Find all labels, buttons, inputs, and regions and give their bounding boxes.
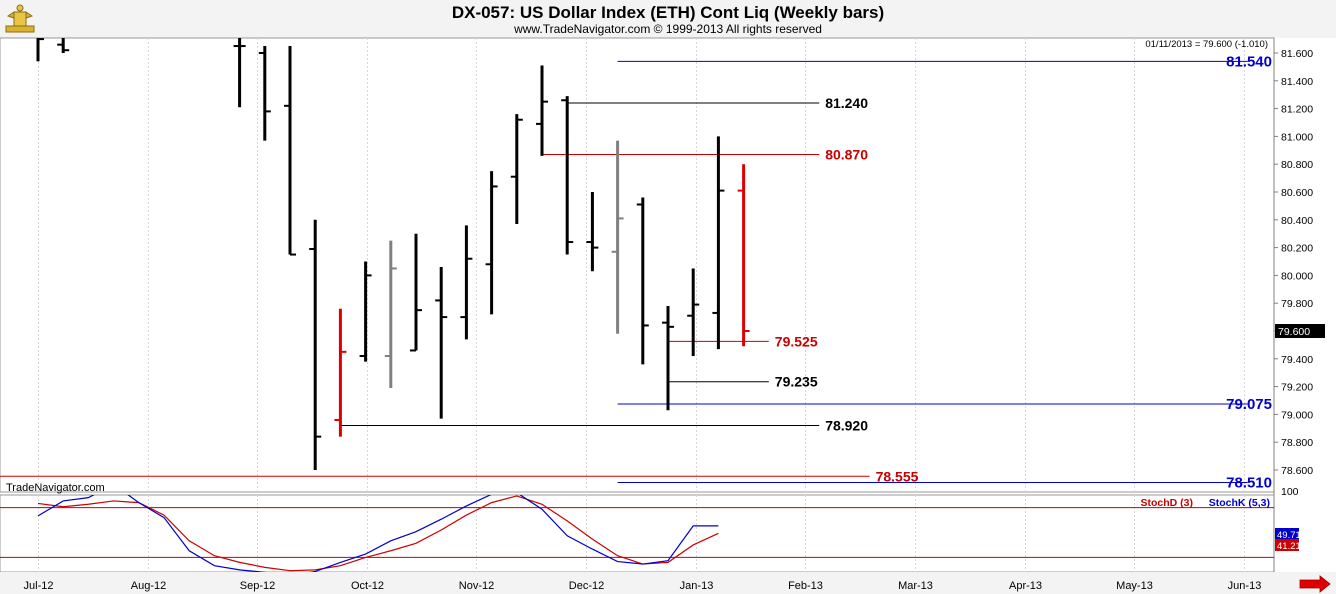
level-label: 78.510 <box>1226 475 1272 492</box>
watermark: TradeNavigator.com <box>6 482 105 494</box>
stoch-y-tick-label: 100 <box>1281 486 1299 498</box>
y-tick-label: 79.000 <box>1281 409 1313 421</box>
stoch-series-line <box>37 495 719 572</box>
y-tick-label: 80.000 <box>1281 270 1313 282</box>
y-tick-label: 78.800 <box>1281 437 1313 449</box>
x-tick-label: Sep-12 <box>240 580 275 592</box>
current-price-tag-label: 79.600 <box>1278 326 1310 338</box>
y-tick-label: 80.800 <box>1281 159 1313 171</box>
x-tick-label: Apr-13 <box>1009 580 1042 592</box>
scroll-right-arrow-icon[interactable] <box>1299 575 1331 593</box>
stoch-k-tag <box>1275 528 1299 540</box>
x-tick-label: Feb-13 <box>788 580 823 592</box>
y-tick-label: 80.400 <box>1281 215 1313 227</box>
level-label: 78.555 <box>876 468 919 484</box>
y-tick-label: 80.600 <box>1281 187 1313 199</box>
y-tick-label: 79.200 <box>1281 382 1313 394</box>
level-label: 81.240 <box>825 95 868 111</box>
level-label: 80.870 <box>825 146 868 162</box>
x-tick-label: May-13 <box>1116 580 1153 592</box>
x-tick-label: Aug-12 <box>131 580 166 592</box>
status-readout: 01/11/2013 = 79.600 (-1.010) <box>1145 39 1268 50</box>
stoch-series-line <box>37 495 719 572</box>
y-tick-label: 81.000 <box>1281 131 1313 143</box>
stoch-k-value: 49.71 <box>1277 530 1301 541</box>
trade-navigator-logo-icon <box>5 4 35 33</box>
level-label: 79.235 <box>775 374 818 390</box>
x-tick-label: Jan-13 <box>680 580 714 592</box>
y-tick-label: 79.800 <box>1281 298 1313 310</box>
y-tick-label: 81.600 <box>1281 48 1313 60</box>
level-label: 79.075 <box>1226 396 1272 413</box>
x-tick-label: Jul-12 <box>24 580 54 592</box>
stoch-d-tag <box>1275 539 1299 551</box>
chart-title: DX-057: US Dollar Index (ETH) Cont Liq (… <box>451 3 885 22</box>
level-label: 78.920 <box>825 418 868 434</box>
y-tick-label: 79.400 <box>1281 354 1313 366</box>
level-label: 81.540 <box>1226 53 1272 70</box>
y-tick-label: 78.600 <box>1281 465 1313 477</box>
price-pane <box>0 37 1275 493</box>
x-tick-label: Nov-12 <box>459 580 494 592</box>
level-label: 79.525 <box>775 333 818 349</box>
y-tick-label: 80.200 <box>1281 243 1313 255</box>
y-tick-label: 81.400 <box>1281 76 1313 88</box>
chart-header: DX-057: US Dollar Index (ETH) Cont Liq (… <box>0 0 1336 38</box>
date-axis-area <box>0 572 1336 594</box>
y-tick-label: 81.200 <box>1281 104 1313 116</box>
x-tick-label: Mar-13 <box>898 580 933 592</box>
stochastic-pane <box>0 494 1275 573</box>
stoch-legend-k: StochK (5,3) <box>1209 497 1270 509</box>
stoch-d-value: 41.21 <box>1277 541 1301 552</box>
x-tick-label: Jun-13 <box>1228 580 1262 592</box>
x-tick-label: Oct-12 <box>351 580 384 592</box>
stoch-legend-d: StochD (3) <box>1141 497 1194 509</box>
price-axis-area <box>1274 38 1336 572</box>
chart-subtitle: www.TradeNavigator.com © 1999-2013 All r… <box>514 22 822 36</box>
current-price-tag <box>1275 324 1325 338</box>
x-tick-label: Dec-12 <box>569 580 604 592</box>
